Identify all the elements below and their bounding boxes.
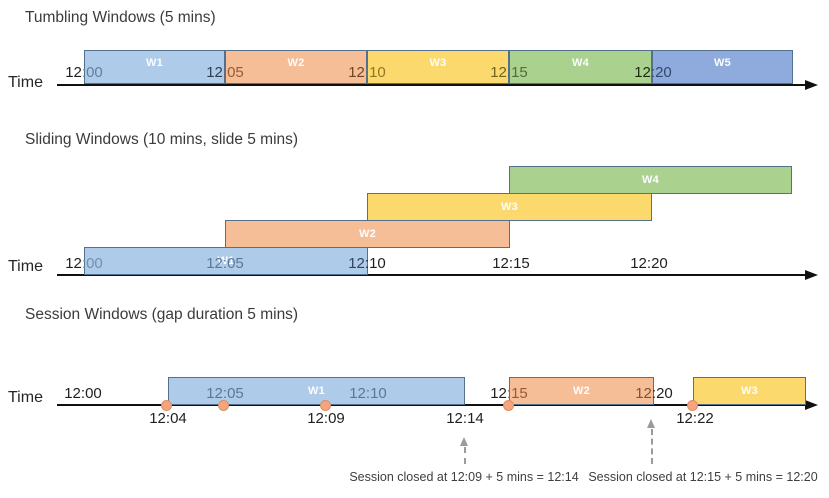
event-dot [161, 400, 172, 411]
time-axis-label: Time [8, 258, 43, 275]
time-axis-label: Time [8, 74, 43, 91]
event-dot [218, 400, 229, 411]
tick-label-1210: 12:10 [349, 385, 387, 402]
tick-label-1220: 12:20 [635, 385, 673, 402]
axis-arrow-icon [805, 400, 818, 410]
window-label: W2 [572, 385, 591, 397]
section-title-sliding: Sliding Windows (10 mins, slide 5 mins) [25, 131, 299, 148]
window-label: W1 [307, 385, 326, 397]
event-time-label: 12:14 [446, 410, 484, 427]
tumbling-window-w1: W1 [84, 50, 225, 84]
window-label: W1 [217, 255, 235, 267]
tumbling-window-w5: W5 [652, 50, 793, 84]
event-time-label: 12:22 [676, 410, 714, 427]
event-time-label: 12:04 [149, 410, 187, 427]
dashed-arrow-line [651, 429, 653, 464]
tick-label-1210: 12:10 [348, 255, 386, 272]
tick-label-1220: 12:20 [630, 255, 668, 272]
time-axis-line [57, 404, 807, 406]
window-label: W1 [145, 56, 164, 69]
tumbling-window-w3: W3 [367, 50, 509, 84]
session-window-w2: W2 [509, 377, 654, 405]
window-label: W3 [429, 56, 447, 69]
tick-label-1215: 12:15 [490, 385, 528, 402]
event-time-label: 12:09 [307, 410, 345, 427]
window-label: W2 [358, 228, 377, 240]
window-label: W3 [500, 201, 519, 213]
section-title-session: Session Windows (gap duration 5 mins) [25, 306, 299, 323]
session-window-w3: W3 [693, 377, 806, 405]
window-label: W2 [287, 56, 305, 69]
tumbling-window-w2: W2 [225, 50, 367, 84]
window-label: W4 [571, 56, 590, 69]
time-axis-line [57, 84, 807, 86]
event-dot [687, 400, 698, 411]
sliding-window-w2: W2 [225, 220, 510, 248]
event-dot [503, 400, 514, 411]
tick-label-1205: 12:05 [206, 64, 244, 81]
event-dot [320, 400, 331, 411]
window-label: W3 [740, 385, 759, 397]
session-window-w1: W1 [168, 377, 465, 405]
tick-label-1215: 12:15 [492, 255, 530, 272]
time-axis-label: Time [8, 389, 43, 406]
tick-label-1200: 12:00 [65, 255, 103, 272]
session-closed-annotation: Session closed at 12:15 + 5 mins = 12:20 [588, 470, 818, 484]
session-closed-annotation: Session closed at 12:09 + 5 mins = 12:14 [349, 470, 579, 484]
axis-arrow-icon [805, 80, 818, 90]
dashed-arrow-line [464, 447, 466, 464]
section-title-tumbling: Tumbling Windows (5 mins) [25, 9, 216, 26]
tick-label-1215: 12:15 [490, 64, 528, 81]
tick-label-1220: 12:20 [634, 64, 672, 81]
sliding-window-w1: W1 [84, 247, 368, 275]
axis-arrow-icon [805, 270, 818, 280]
tick-label-1200: 12:00 [64, 385, 102, 402]
tick-label-1210: 12:10 [348, 64, 386, 81]
tick-label-1200: 12:00 [65, 64, 103, 81]
sliding-window-w4: W4 [509, 166, 792, 194]
tumbling-window-w4: W4 [509, 50, 652, 84]
tick-label-1205: 12:05 [206, 255, 244, 272]
window-label: W4 [641, 174, 660, 186]
time-axis-line [57, 274, 807, 276]
dashed-up-arrow-icon [647, 419, 655, 428]
window-label: W5 [713, 56, 732, 69]
sliding-window-w3: W3 [367, 193, 652, 221]
dashed-up-arrow-icon [460, 437, 468, 446]
tick-label-1205: 12:05 [206, 385, 244, 402]
